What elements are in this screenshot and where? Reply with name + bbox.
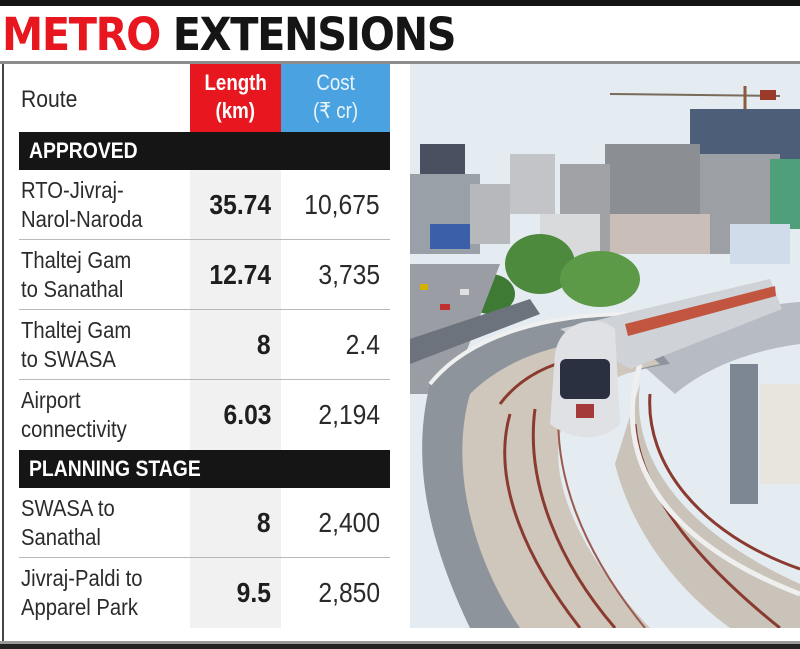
cost-value: 2.4: [281, 310, 380, 379]
table-row: SWASA to Sanathal 8 2,400: [19, 488, 390, 558]
cost-text: 10,675: [304, 189, 380, 220]
table-row: Thaltej Gam to SWASA 8 2.4: [19, 310, 390, 380]
route-line2: connectivity: [21, 416, 127, 442]
route-line1: Thaltej Gam: [21, 317, 132, 343]
cost-text: 3,735: [318, 259, 380, 290]
section-header-planning-stage: PLANNING STAGE: [19, 450, 390, 488]
top-border-bar: [0, 0, 800, 6]
length-text: 12.74: [209, 259, 271, 290]
route-name: Thaltej Gam to SWASA: [21, 316, 169, 374]
table-row: RTO-Jivraj- Narol-Naroda 35.74 10,675: [19, 170, 390, 240]
column-header-length: Length (km): [190, 64, 281, 132]
length-column-shade: [190, 170, 281, 239]
column-header-cost: Cost (₹ cr): [281, 64, 390, 132]
length-value: 6.03: [190, 380, 271, 450]
route-line1: Jivraj-Paldi to: [21, 565, 143, 591]
cost-text: 2,194: [318, 399, 380, 430]
cost-value: 2,850: [281, 558, 380, 628]
length-value: 8: [190, 310, 271, 379]
length-text: 35.74: [209, 189, 271, 220]
route-line2: to SWASA: [21, 346, 116, 372]
headline-extensions: EXTENSIONS: [172, 7, 457, 61]
left-border: [2, 64, 4, 642]
length-value: 35.74: [190, 170, 271, 239]
section-title: APPROVED: [29, 138, 138, 163]
route-line2: Narol-Naroda: [21, 206, 143, 232]
route-name: Jivraj-Paldi to Apparel Park: [21, 564, 169, 622]
route-name: Thaltej Gam to Sanathal: [21, 246, 169, 304]
cost-value: 2,194: [281, 380, 380, 450]
cost-value: 10,675: [281, 170, 380, 239]
route-name: RTO-Jivraj- Narol-Naroda: [21, 176, 169, 234]
route-line1: Thaltej Gam: [21, 247, 132, 273]
length-column-shade: [190, 558, 281, 628]
length-header-line1: Length: [204, 70, 267, 95]
section-header-approved: APPROVED: [19, 132, 390, 170]
route-line2: Sanathal: [21, 524, 101, 550]
elevated-metro-train-photo: [410, 64, 800, 628]
length-header-line2: (km): [215, 98, 256, 123]
route-line2: Apparel Park: [21, 594, 139, 620]
column-header-route: Route: [21, 86, 78, 113]
cost-text: 2,400: [318, 507, 380, 538]
headline-metro: METRO: [2, 7, 161, 61]
route-line2: to Sanathal: [21, 276, 124, 302]
table-row: Thaltej Gam to Sanathal 12.74 3,735: [19, 240, 390, 310]
cost-text: 2,850: [318, 577, 380, 608]
length-value: 12.74: [190, 240, 271, 309]
length-text: 6.03: [223, 399, 271, 430]
length-text: 9.5: [236, 577, 271, 608]
route-name: SWASA to Sanathal: [21, 494, 169, 552]
cost-header-line2: (₹ cr): [312, 98, 359, 123]
route-line1: SWASA to: [21, 495, 115, 521]
cost-text: 2.4: [345, 329, 380, 360]
table-row: Airport connectivity 6.03 2,194: [19, 380, 390, 450]
cost-value: 2,400: [281, 488, 380, 557]
length-value: 9.5: [190, 558, 271, 628]
cost-header-line1: Cost: [316, 70, 355, 95]
route-name: Airport connectivity: [21, 386, 169, 444]
table-header: Route Length (km) Cost (₹ cr): [19, 64, 390, 132]
length-column-shade: [190, 380, 281, 450]
cost-value: 3,735: [281, 240, 380, 309]
headline: METRO EXTENSIONS: [2, 6, 457, 62]
length-column-shade: [190, 310, 281, 379]
route-line1: Airport: [21, 387, 81, 413]
length-text: 8: [257, 507, 271, 538]
route-line1: RTO-Jivraj-: [21, 177, 124, 203]
section-title: PLANNING STAGE: [29, 456, 201, 481]
table-row: Jivraj-Paldi to Apparel Park 9.5 2,850: [19, 558, 390, 628]
length-value: 8: [190, 488, 271, 557]
metro-extensions-table: Route Length (km) Cost (₹ cr) APPROVED R…: [19, 64, 390, 628]
length-text: 8: [257, 329, 271, 360]
length-column-shade: [190, 488, 281, 557]
length-column-shade: [190, 240, 281, 309]
bottom-border-bar: [0, 641, 800, 649]
headline-divider: [0, 61, 800, 64]
